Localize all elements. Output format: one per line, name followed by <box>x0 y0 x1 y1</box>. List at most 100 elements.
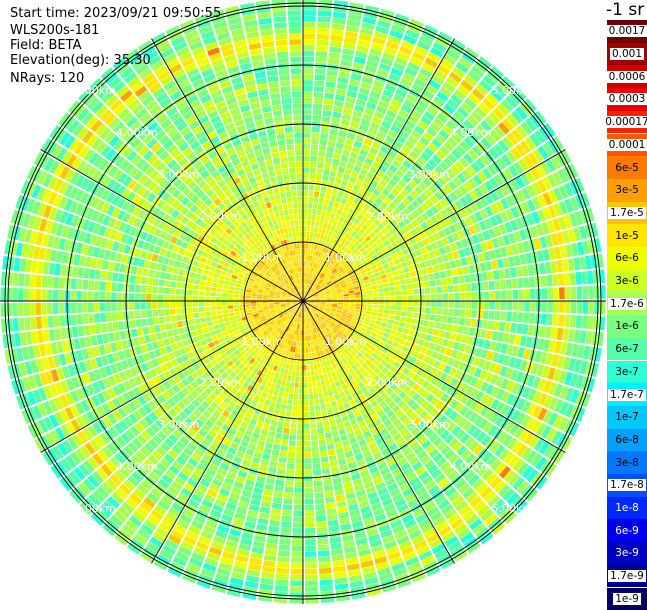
range-gate-cell <box>460 309 466 317</box>
range-gate-cell <box>441 316 447 323</box>
range-gate-cell <box>160 272 167 279</box>
range-gate-cell <box>197 329 204 335</box>
range-gate-cell <box>25 259 32 272</box>
range-gate-cell <box>424 281 430 287</box>
range-gate-cell <box>321 181 327 187</box>
range-gate-cell <box>334 394 340 401</box>
range-gate-cell <box>337 191 344 198</box>
range-gate-cell <box>200 317 206 323</box>
range-gate-cell <box>59 315 65 326</box>
range-gate-cell <box>413 307 419 313</box>
range-gate-cell <box>190 325 197 331</box>
range-gate-cell <box>327 206 333 212</box>
range-gate-cell <box>273 390 279 396</box>
range-gate-cell <box>187 302 193 307</box>
range-gate-cell <box>444 262 451 270</box>
range-gate-cell <box>329 395 335 402</box>
range-gate-cell <box>268 526 279 533</box>
range-gate-cell <box>14 258 21 272</box>
range-gate-cell <box>299 388 303 394</box>
range-gate-cell <box>574 330 581 343</box>
range-gate-cell <box>264 448 272 455</box>
range-gate-cell <box>410 271 417 277</box>
range-gate-cell <box>284 422 290 428</box>
range-gate-cell <box>455 334 462 342</box>
range-gate-cell <box>367 294 373 298</box>
range-gate-cell <box>523 313 529 324</box>
range-gate-cell <box>390 330 397 336</box>
range-gate-cell <box>303 45 315 51</box>
range-gate-cell <box>545 327 552 339</box>
range-gate-cell <box>317 428 324 434</box>
range-gate-cell <box>170 288 176 294</box>
range-gate-cell <box>331 401 337 408</box>
range-gate-cell <box>395 286 401 291</box>
range-gate-cell <box>414 301 420 306</box>
range-gate-cell <box>269 461 277 468</box>
range-gate-cell <box>129 302 135 310</box>
range-gate-cell <box>493 270 500 279</box>
range-gate-cell <box>308 388 313 394</box>
range-gate-cell <box>320 591 334 597</box>
range-gate-cell <box>214 324 220 330</box>
range-gate-cell <box>385 328 392 334</box>
range-gate-cell <box>378 293 384 297</box>
range-gate-cell <box>316 515 326 521</box>
range-gate-cell <box>303 185 308 191</box>
range-gate-cell <box>170 281 176 288</box>
range-gate-cell <box>323 223 328 229</box>
range-gate-cell <box>297 441 304 447</box>
range-gate-cell <box>330 170 337 177</box>
range-gate-cell <box>266 436 274 443</box>
range-gate-cell <box>431 294 437 300</box>
range-gate-cell <box>449 301 455 308</box>
range-gate-cell <box>118 321 125 330</box>
range-gate-cell <box>303 22 316 28</box>
range-gate-cell <box>320 216 325 222</box>
range-gate-cell <box>194 279 200 285</box>
range-gate-cell <box>108 261 115 271</box>
range-gate-cell <box>320 585 333 591</box>
range-gate-cell <box>512 279 518 289</box>
range-gate-cell <box>292 405 297 411</box>
range-gate-cell <box>378 305 384 309</box>
range-gate-cell <box>472 301 478 309</box>
range-gate-cell <box>60 265 67 277</box>
range-gate-cell <box>315 504 325 510</box>
range-gate-cell <box>281 439 288 445</box>
range-gate-cell <box>319 562 331 568</box>
range-gate-cell <box>418 282 424 288</box>
range-gate-cell <box>449 260 456 268</box>
range-gate-cell <box>332 189 338 196</box>
range-gate-cell <box>283 392 288 398</box>
range-gate-cell <box>217 284 223 289</box>
range-gate-cell <box>565 287 571 299</box>
range-gate-cell <box>161 264 168 272</box>
range-gate-cell <box>201 275 207 281</box>
range-gate-cell <box>54 328 61 340</box>
range-gate-cell <box>284 492 293 498</box>
range-gate-cell <box>448 309 454 316</box>
range-gate-cell <box>330 461 338 468</box>
range-gate-cell <box>382 318 388 323</box>
range-gate-cell <box>325 87 335 94</box>
range-gate-cell <box>275 384 280 390</box>
range-gate-cell <box>409 330 416 336</box>
range-gate-cell <box>381 322 387 327</box>
range-gate-cell <box>372 289 378 293</box>
range-gate-cell <box>36 275 42 287</box>
range-gate-cell <box>272 449 280 456</box>
range-gate-cell <box>324 199 330 205</box>
range-gate-cell <box>178 269 185 276</box>
range-gate-cell <box>575 272 581 285</box>
range-gate-cell <box>276 427 283 433</box>
range-gate-cell <box>315 180 321 186</box>
range-gate-cell <box>551 327 558 339</box>
range-gate-cell <box>305 563 317 569</box>
range-gate-cell <box>386 272 392 278</box>
range-gate-cell <box>217 314 223 319</box>
range-gate-cell <box>59 290 65 301</box>
range-gate-cell <box>305 528 316 534</box>
range-gate-cell <box>489 311 495 320</box>
range-gate-cell <box>313 98 322 104</box>
